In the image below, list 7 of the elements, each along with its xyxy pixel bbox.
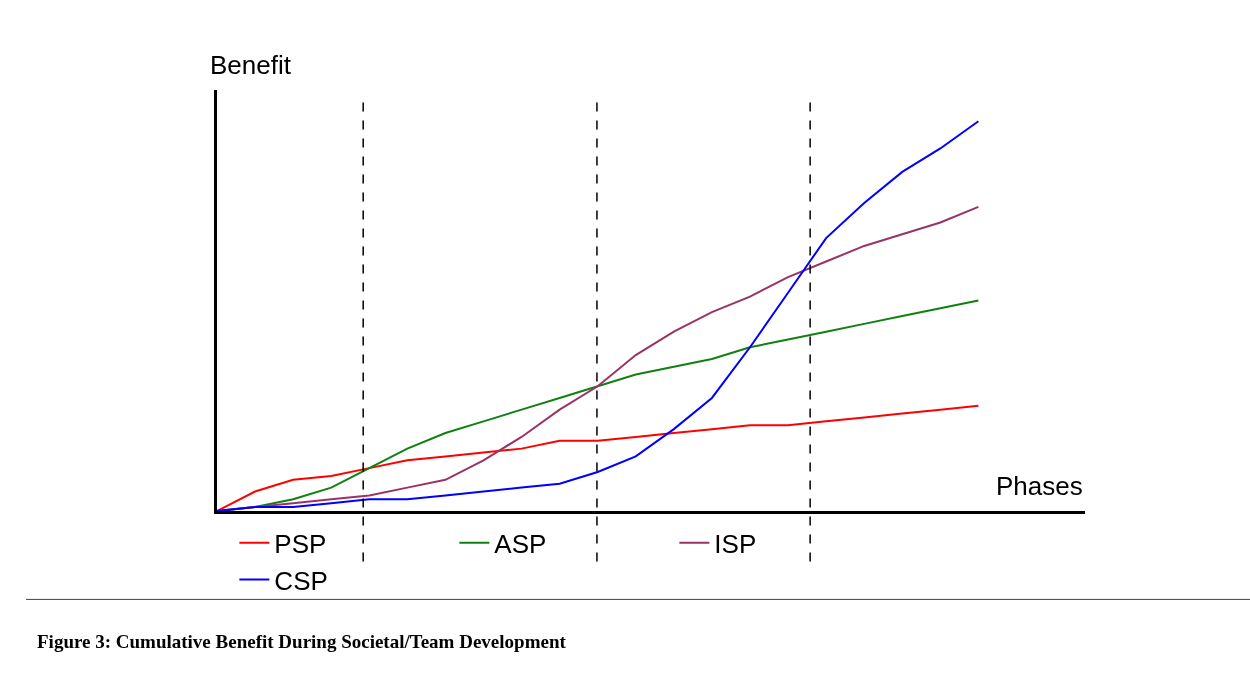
x-axis-title: Phases [996, 471, 1083, 501]
legend-label: ASP [494, 528, 547, 559]
legend-label: PSP [274, 528, 327, 559]
legend-label: ISP [714, 528, 757, 559]
legend-label: CSP [274, 565, 328, 596]
caption: Figure 3: Cumulative Benefit During Societal/Team Development [37, 631, 567, 652]
y-axis-title: Benefit [210, 50, 292, 80]
